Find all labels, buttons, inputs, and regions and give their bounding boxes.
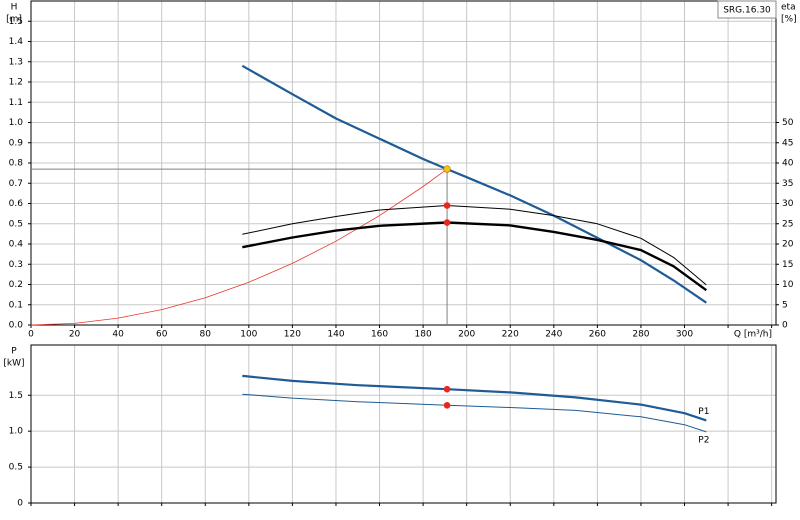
duty-point (443, 165, 451, 173)
x-tick-label: 240 (545, 330, 562, 340)
y-axis-label: H (11, 3, 18, 13)
x-tick-label: 200 (458, 330, 475, 340)
x-tick-label: 60 (156, 330, 168, 340)
curve (242, 221, 708, 292)
y2-tick-label: 35 (782, 179, 793, 189)
curve (30, 168, 448, 326)
curve (241, 64, 707, 304)
y-tick-label: 1.3 (9, 57, 23, 67)
y-tick-label: 0.8 (9, 159, 24, 169)
y-tick-label: 1.5 (9, 17, 23, 27)
x-tick-label: 80 (200, 330, 212, 340)
y-tick-label: 0.1 (9, 300, 23, 310)
x-tick-label: 280 (632, 330, 649, 340)
chart-title: SRG.16.30 (723, 6, 771, 16)
curve (242, 374, 707, 422)
y-tick-label: 1.0 (9, 427, 24, 437)
y-tick-label: 0.3 (9, 260, 23, 270)
y2-axis-label: [%] (781, 15, 797, 25)
y2-tick-label: 25 (782, 219, 793, 229)
x-tick-label: 40 (112, 330, 124, 340)
plot-frame (30, 0, 777, 326)
x-tick-label: 180 (415, 330, 432, 340)
curve (242, 205, 707, 286)
duty-point (443, 402, 451, 409)
y2-tick-label: 20 (782, 240, 794, 250)
y-tick-label: 1.0 (9, 118, 24, 128)
y-axis-label: [m] (6, 15, 22, 25)
series-label: P2 (698, 435, 709, 445)
y-tick-label: 0 (17, 499, 23, 509)
y2-tick-label: 15 (782, 260, 793, 270)
y-tick-label: 1.4 (9, 37, 24, 47)
y2-tick-label: 0 (782, 321, 788, 331)
y2-tick-label: 30 (782, 199, 794, 209)
y-tick-label: 0.5 (9, 463, 23, 473)
y2-axis-label: eta (781, 3, 796, 13)
y-tick-label: 1.1 (9, 98, 23, 108)
x-tick-label: 300 (676, 330, 693, 340)
duty-point (443, 202, 451, 209)
y-tick-label: 0.9 (9, 138, 24, 148)
x-tick-label: 120 (284, 330, 301, 340)
series-label: P1 (698, 407, 709, 417)
y2-tick-label: 50 (782, 118, 794, 128)
y-tick-label: 0.7 (9, 179, 23, 189)
y-tick-label: 1.5 (9, 391, 23, 401)
curve (242, 393, 707, 433)
duty-point (443, 219, 451, 226)
x-tick-label: 20 (69, 330, 81, 340)
x-tick-label: 0 (28, 330, 34, 340)
y-tick-label: 0.5 (9, 219, 23, 229)
y-axis-label: P (11, 347, 17, 357)
x-tick-label: 100 (240, 330, 257, 340)
duty-point (443, 385, 451, 393)
y2-tick-label: 40 (782, 159, 794, 169)
y-tick-label: 0.0 (9, 321, 24, 331)
x-axis-label: Q [m³/h] (734, 330, 772, 340)
y-tick-label: 0.4 (9, 240, 24, 250)
x-tick-label: 260 (589, 330, 606, 340)
title-box (717, 0, 777, 19)
y-tick-label: 0.2 (9, 280, 23, 290)
plot-frame (30, 344, 777, 504)
y-tick-label: 0.6 (9, 199, 24, 209)
x-tick-label: 140 (327, 330, 344, 340)
y2-tick-label: 5 (782, 300, 788, 310)
y2-tick-label: 10 (782, 280, 794, 290)
x-tick-label: 220 (502, 330, 519, 340)
y2-tick-label: 45 (782, 138, 793, 148)
y-tick-label: 1.2 (9, 78, 23, 88)
x-tick-label: 160 (371, 330, 388, 340)
y-axis-label: [kW] (3, 359, 24, 369)
